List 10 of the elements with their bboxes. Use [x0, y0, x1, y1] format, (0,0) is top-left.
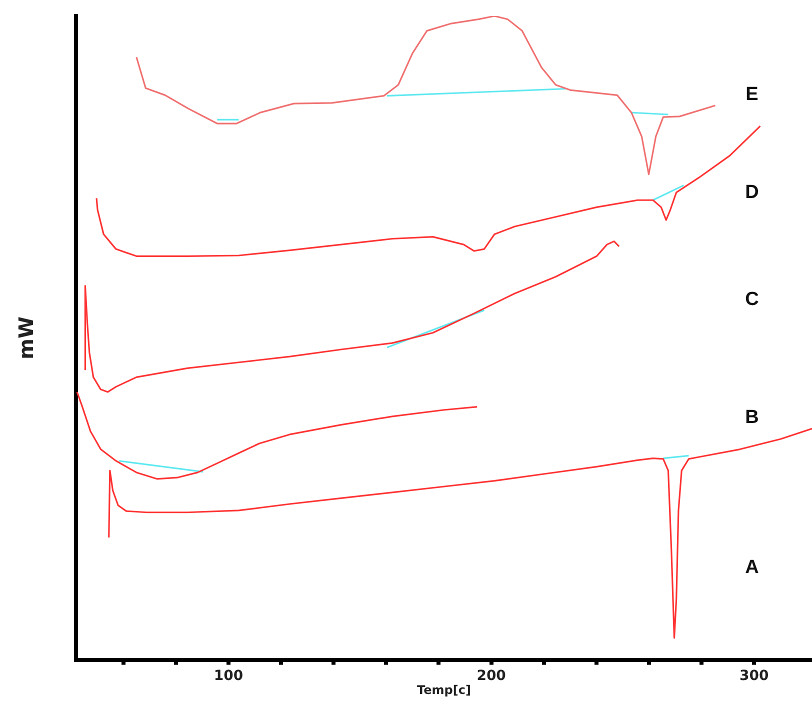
x-axis-title: Temp[c] — [417, 682, 471, 697]
annotation: A — [745, 557, 760, 578]
annotation: C — [745, 289, 760, 310]
y-axis-title: mW — [14, 316, 38, 360]
annotation: D — [745, 182, 759, 204]
x-tick-label: 300 — [740, 668, 770, 684]
annotation: B — [745, 407, 759, 428]
x-tick-label: 100 — [214, 668, 244, 684]
x-tick-label: 200 — [476, 668, 506, 684]
annotation: E — [746, 84, 758, 106]
